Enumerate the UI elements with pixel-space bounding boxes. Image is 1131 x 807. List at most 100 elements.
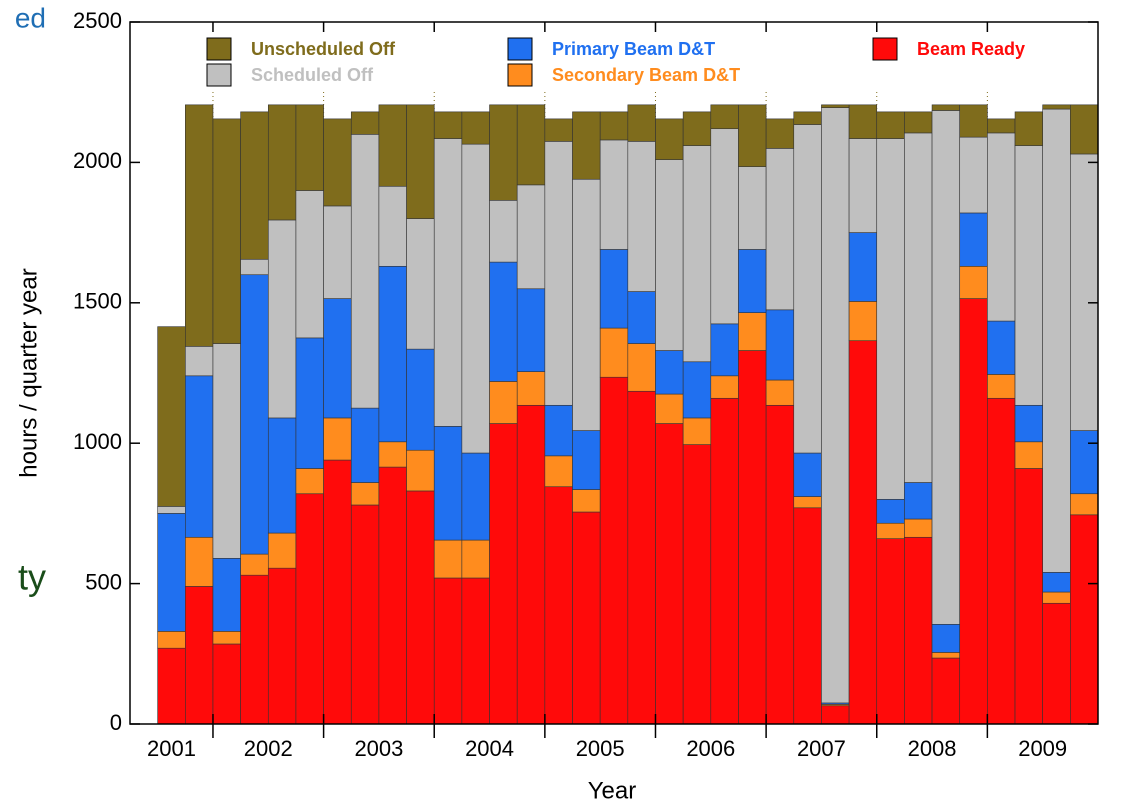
bar-segment <box>323 298 352 419</box>
plot-frame <box>129 21 1099 725</box>
bar-segment <box>848 104 878 139</box>
bar-segment <box>1070 104 1099 155</box>
x-tick-label: 2007 <box>797 736 846 761</box>
bar-segment <box>185 375 214 538</box>
x-tick-label: 2009 <box>1018 736 1067 761</box>
bar-segment <box>350 482 380 506</box>
bar-segment <box>959 136 988 214</box>
bar-segment <box>461 452 490 541</box>
legend-label: Unscheduled Off <box>251 39 396 59</box>
bar-segment <box>572 111 601 180</box>
bar-segment <box>489 200 518 263</box>
bar-segment <box>1042 104 1071 110</box>
bar-segment <box>959 265 988 299</box>
bar-segment <box>267 104 297 221</box>
bar-segment <box>295 337 324 469</box>
y-tick-label: 500 <box>85 569 122 594</box>
legend-swatch <box>872 37 898 61</box>
bar-segment <box>433 426 463 541</box>
bar-segment <box>157 631 186 649</box>
bar-segment <box>710 323 739 377</box>
bar-segment <box>599 139 629 250</box>
bar-segment <box>655 393 684 424</box>
y-tick-label: 2500 <box>73 8 122 33</box>
bar-segment <box>710 128 739 325</box>
bar-segment <box>516 184 546 290</box>
bar-segment <box>212 118 241 344</box>
bar-segment <box>212 643 241 725</box>
bar-segment <box>848 301 878 342</box>
bar-segment <box>157 513 186 632</box>
bar-segment <box>378 441 407 468</box>
bar-segment <box>821 705 850 725</box>
bar-segment <box>185 104 214 347</box>
bar-segment <box>544 141 573 406</box>
bar-segment <box>267 532 297 569</box>
bar-segment <box>1042 591 1071 604</box>
bar-segment <box>378 104 407 187</box>
bar-segment <box>433 539 463 579</box>
bar-segment <box>572 430 601 490</box>
bar-segment <box>1014 468 1043 725</box>
legend-label: Scheduled Off <box>251 65 374 85</box>
bar-segment <box>904 132 933 483</box>
bar-segment <box>240 111 269 260</box>
bar-segment <box>655 159 684 351</box>
bar-segment <box>765 379 795 406</box>
bar-segment <box>793 111 822 125</box>
bar-segment <box>1014 111 1043 146</box>
legend-label: Primary Beam D&T <box>552 39 715 59</box>
bar-segment <box>876 522 905 539</box>
legend-label: Secondary Beam D&T <box>552 65 740 85</box>
bar-segment <box>406 449 435 492</box>
bar-segment <box>682 361 712 419</box>
bar-segment <box>240 574 269 725</box>
bar-segment <box>406 218 435 350</box>
bar-segment <box>959 298 988 725</box>
legend-swatch <box>507 37 533 61</box>
bar-segment <box>876 138 905 500</box>
x-tick-label: 2002 <box>244 736 293 761</box>
bar-segment <box>904 482 933 520</box>
bar-segment <box>1042 602 1071 725</box>
bar-segment <box>157 647 186 725</box>
bar-segment <box>765 404 795 725</box>
legend-swatch <box>206 63 232 87</box>
bar-segment <box>682 417 712 445</box>
bar-segment <box>489 381 518 424</box>
bar-segment <box>1014 441 1043 469</box>
bar-segment <box>599 327 629 378</box>
bar-segment <box>157 506 186 514</box>
bar-segment <box>987 397 1016 725</box>
x-tick-label: 2003 <box>354 736 403 761</box>
bar-segment <box>765 118 795 149</box>
bar-segment <box>406 348 435 451</box>
bar-segment <box>489 104 518 201</box>
bar-segment <box>433 577 463 725</box>
bar-segment <box>240 553 269 576</box>
bar-segment <box>1070 430 1099 495</box>
bar-segment <box>295 493 324 725</box>
bar-segment <box>185 536 214 587</box>
bar-segment <box>738 249 767 313</box>
bar-segment <box>378 265 407 443</box>
bar-segment <box>738 166 767 250</box>
bar-segment <box>323 417 352 461</box>
annotation: ty <box>18 557 46 598</box>
bar-segment <box>267 417 297 534</box>
bar-segment <box>848 138 878 233</box>
bar-segment <box>323 118 352 207</box>
bar-segment <box>267 567 297 725</box>
bar-segment <box>461 143 490 454</box>
bar-segment <box>433 138 463 427</box>
bar-segment <box>931 104 961 111</box>
bar-segment <box>627 291 656 344</box>
bar-segment <box>710 397 739 725</box>
bar-segment <box>793 124 822 454</box>
bar-segment <box>627 141 656 292</box>
bar-segment <box>572 178 601 431</box>
bar-segment <box>627 343 656 392</box>
bar-segment <box>240 258 269 276</box>
bar-segment <box>350 134 380 409</box>
